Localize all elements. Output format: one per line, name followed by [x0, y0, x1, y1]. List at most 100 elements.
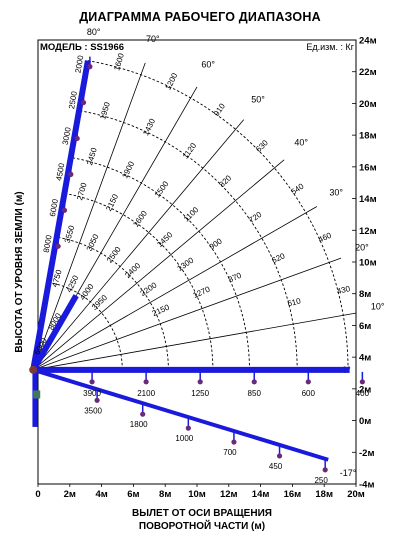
- boom-neg17-load-value: 1000: [175, 434, 193, 443]
- y-tick-label: 10м: [359, 258, 377, 269]
- angle-ray: [32, 119, 245, 371]
- arc-load-value: 1900: [120, 159, 136, 179]
- x-tick-label: 8м: [159, 489, 171, 500]
- y-tick-label: 6м: [359, 321, 371, 332]
- angle-label: 30°: [329, 187, 343, 197]
- boom-neg17deg: [32, 367, 329, 462]
- x-axis-label-line2: ПОВОРОТНОЙ ЧАСТИ (м): [139, 519, 265, 532]
- x-tick-label: 0: [35, 489, 40, 500]
- boom-neg17-load-value: 450: [269, 462, 283, 471]
- arc-load-value: 620: [270, 251, 286, 265]
- x-tick-label: 18м: [315, 489, 333, 500]
- boom-pivot: [29, 365, 38, 374]
- hook-0deg: [143, 379, 149, 385]
- angle-ray: [32, 159, 285, 371]
- boom80-load-value: 2000: [73, 54, 85, 74]
- angle-label: 40°: [294, 138, 308, 148]
- hook-80deg: [55, 243, 61, 249]
- arc-load-value: 1600: [131, 209, 149, 229]
- hook-80deg: [61, 207, 68, 213]
- hook-0deg: [305, 379, 311, 385]
- plot-frame: [37, 39, 357, 485]
- hook-0deg: [197, 379, 203, 385]
- angle-label: -17°: [340, 468, 357, 478]
- arc-load-value: 1500: [153, 179, 171, 199]
- arc-load-value: 1950: [98, 100, 112, 120]
- arc-load-value: 2150: [151, 302, 171, 318]
- diagram-title: ДИАГРАММА РАБОЧЕГО ДИАПАЗОНА: [79, 10, 321, 24]
- hook-neg17deg: [322, 467, 328, 473]
- arc-load-value: 2150: [104, 192, 120, 212]
- arc-load-value: 1450: [155, 230, 174, 249]
- y-tick-label: 14м: [359, 194, 377, 205]
- hook-neg17deg: [94, 397, 100, 403]
- boom0-load-value: 2100: [137, 389, 155, 398]
- hook-neg17deg: [185, 425, 191, 431]
- x-tick-label: 12м: [220, 489, 238, 500]
- y-tick-label: 16м: [359, 162, 377, 173]
- load-arc: [87, 60, 349, 370]
- y-tick-label: 2м: [359, 384, 371, 395]
- y-tick-label: 4м: [359, 353, 371, 364]
- boom-neg17-load-value: 3500: [84, 406, 102, 415]
- x-tick-label: 10м: [188, 489, 206, 500]
- y-tick-label: 24м: [359, 36, 377, 47]
- angle-label: 50°: [251, 95, 265, 105]
- arc-load-value: 3050: [85, 232, 101, 252]
- arc-load-value: 1120: [181, 141, 199, 161]
- y-tick-label: -2м: [359, 448, 374, 459]
- arc-load-value: 1430: [141, 117, 157, 137]
- hook-0deg: [89, 379, 95, 385]
- angle-ray: [33, 312, 356, 371]
- angle-label: 20°: [355, 243, 369, 253]
- angle-ray: [33, 206, 318, 371]
- boom-80deg: [30, 60, 91, 371]
- boom-neg17-load-value: 700: [223, 448, 237, 457]
- arc-load-value: 900: [208, 236, 225, 251]
- arc-load-value: 1200: [164, 71, 180, 91]
- boom80-load-value: 2500: [67, 90, 79, 110]
- y-tick-label: 22м: [359, 67, 377, 78]
- hook-0deg: [359, 379, 365, 385]
- boom80-load-value: 4500: [54, 162, 66, 182]
- arc-load-value: 3950: [90, 293, 109, 312]
- x-tick-label: 4м: [95, 489, 107, 500]
- crane-base: [33, 390, 41, 399]
- arc-load-value: 820: [217, 173, 233, 189]
- boom0-load-value: 400: [356, 389, 370, 398]
- boom-neg17-load-value: 250: [314, 476, 328, 485]
- boom-neg17-load-value: 1800: [130, 420, 148, 429]
- boom0-load-value: 850: [248, 389, 262, 398]
- boom0-load-value: 1250: [191, 389, 209, 398]
- arc-load-value: 870: [227, 271, 243, 285]
- arc-load-value: 610: [287, 296, 303, 308]
- arc-load-value: 2200: [139, 280, 159, 298]
- arc-load-value: 460: [317, 231, 333, 245]
- arc-load-value: 630: [254, 138, 270, 154]
- arc-load-value: 3550: [63, 224, 77, 244]
- hook-80deg: [80, 99, 87, 106]
- model-label: МОДЕЛЬ : SS1966: [40, 42, 124, 53]
- angle-label: 70°: [146, 34, 160, 44]
- arc-load-value: 1300: [176, 255, 196, 273]
- hook-neg17deg: [276, 453, 283, 459]
- angle-ray: [32, 62, 146, 370]
- y-tick-label: 18м: [359, 131, 377, 142]
- x-tick-label: 2м: [64, 489, 76, 500]
- y-tick-label: 20м: [359, 99, 377, 110]
- x-tick-label: 14м: [252, 489, 270, 500]
- angle-label: 60°: [201, 60, 215, 70]
- load-arc: [78, 110, 298, 370]
- arc-load-value: 430: [336, 284, 352, 296]
- angle-label: 10°: [371, 301, 385, 311]
- hook-80deg: [74, 135, 80, 142]
- arc-load-value: 910: [212, 101, 227, 118]
- arc-load-value: 720: [247, 210, 264, 225]
- x-tick-label: 16м: [284, 489, 302, 500]
- x-tick-label: 6м: [127, 489, 139, 500]
- arc-load-value: 2400: [123, 261, 142, 280]
- arc-load-value: 1270: [192, 284, 212, 300]
- x-tick-label: 20м: [347, 489, 365, 500]
- x-axis-label-line1: ВЫЛЕТ ОТ ОСИ ВРАЩЕНИЯ: [132, 508, 272, 519]
